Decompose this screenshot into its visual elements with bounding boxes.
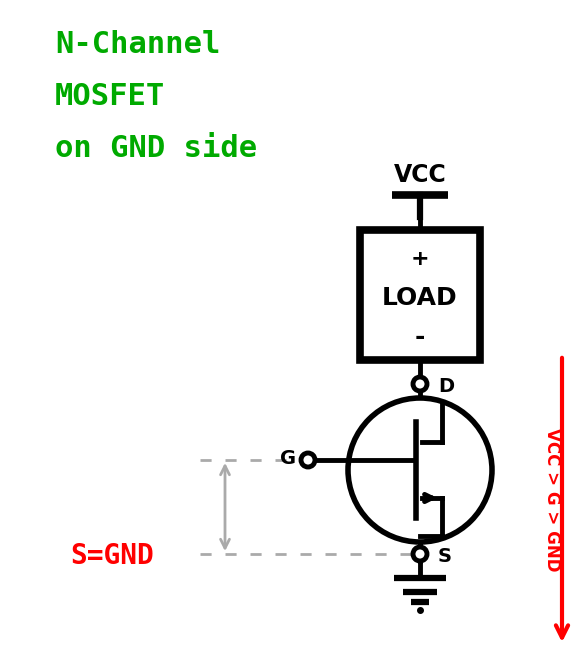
Circle shape	[413, 547, 427, 561]
Circle shape	[413, 377, 427, 391]
Text: VCC > G > GND: VCC > G > GND	[543, 428, 561, 572]
Text: MOSFET: MOSFET	[55, 82, 165, 111]
Text: +: +	[411, 249, 429, 269]
Text: -: -	[415, 325, 425, 348]
Text: G: G	[280, 449, 296, 467]
Text: VCC: VCC	[394, 163, 447, 187]
Circle shape	[348, 398, 492, 542]
Text: S: S	[438, 546, 452, 566]
Text: N-Channel: N-Channel	[55, 30, 220, 59]
Text: S=GND: S=GND	[70, 542, 154, 570]
Circle shape	[301, 453, 315, 467]
FancyBboxPatch shape	[360, 230, 480, 360]
Text: LOAD: LOAD	[382, 286, 458, 310]
Text: on GND side: on GND side	[55, 134, 257, 163]
Text: D: D	[438, 376, 454, 395]
